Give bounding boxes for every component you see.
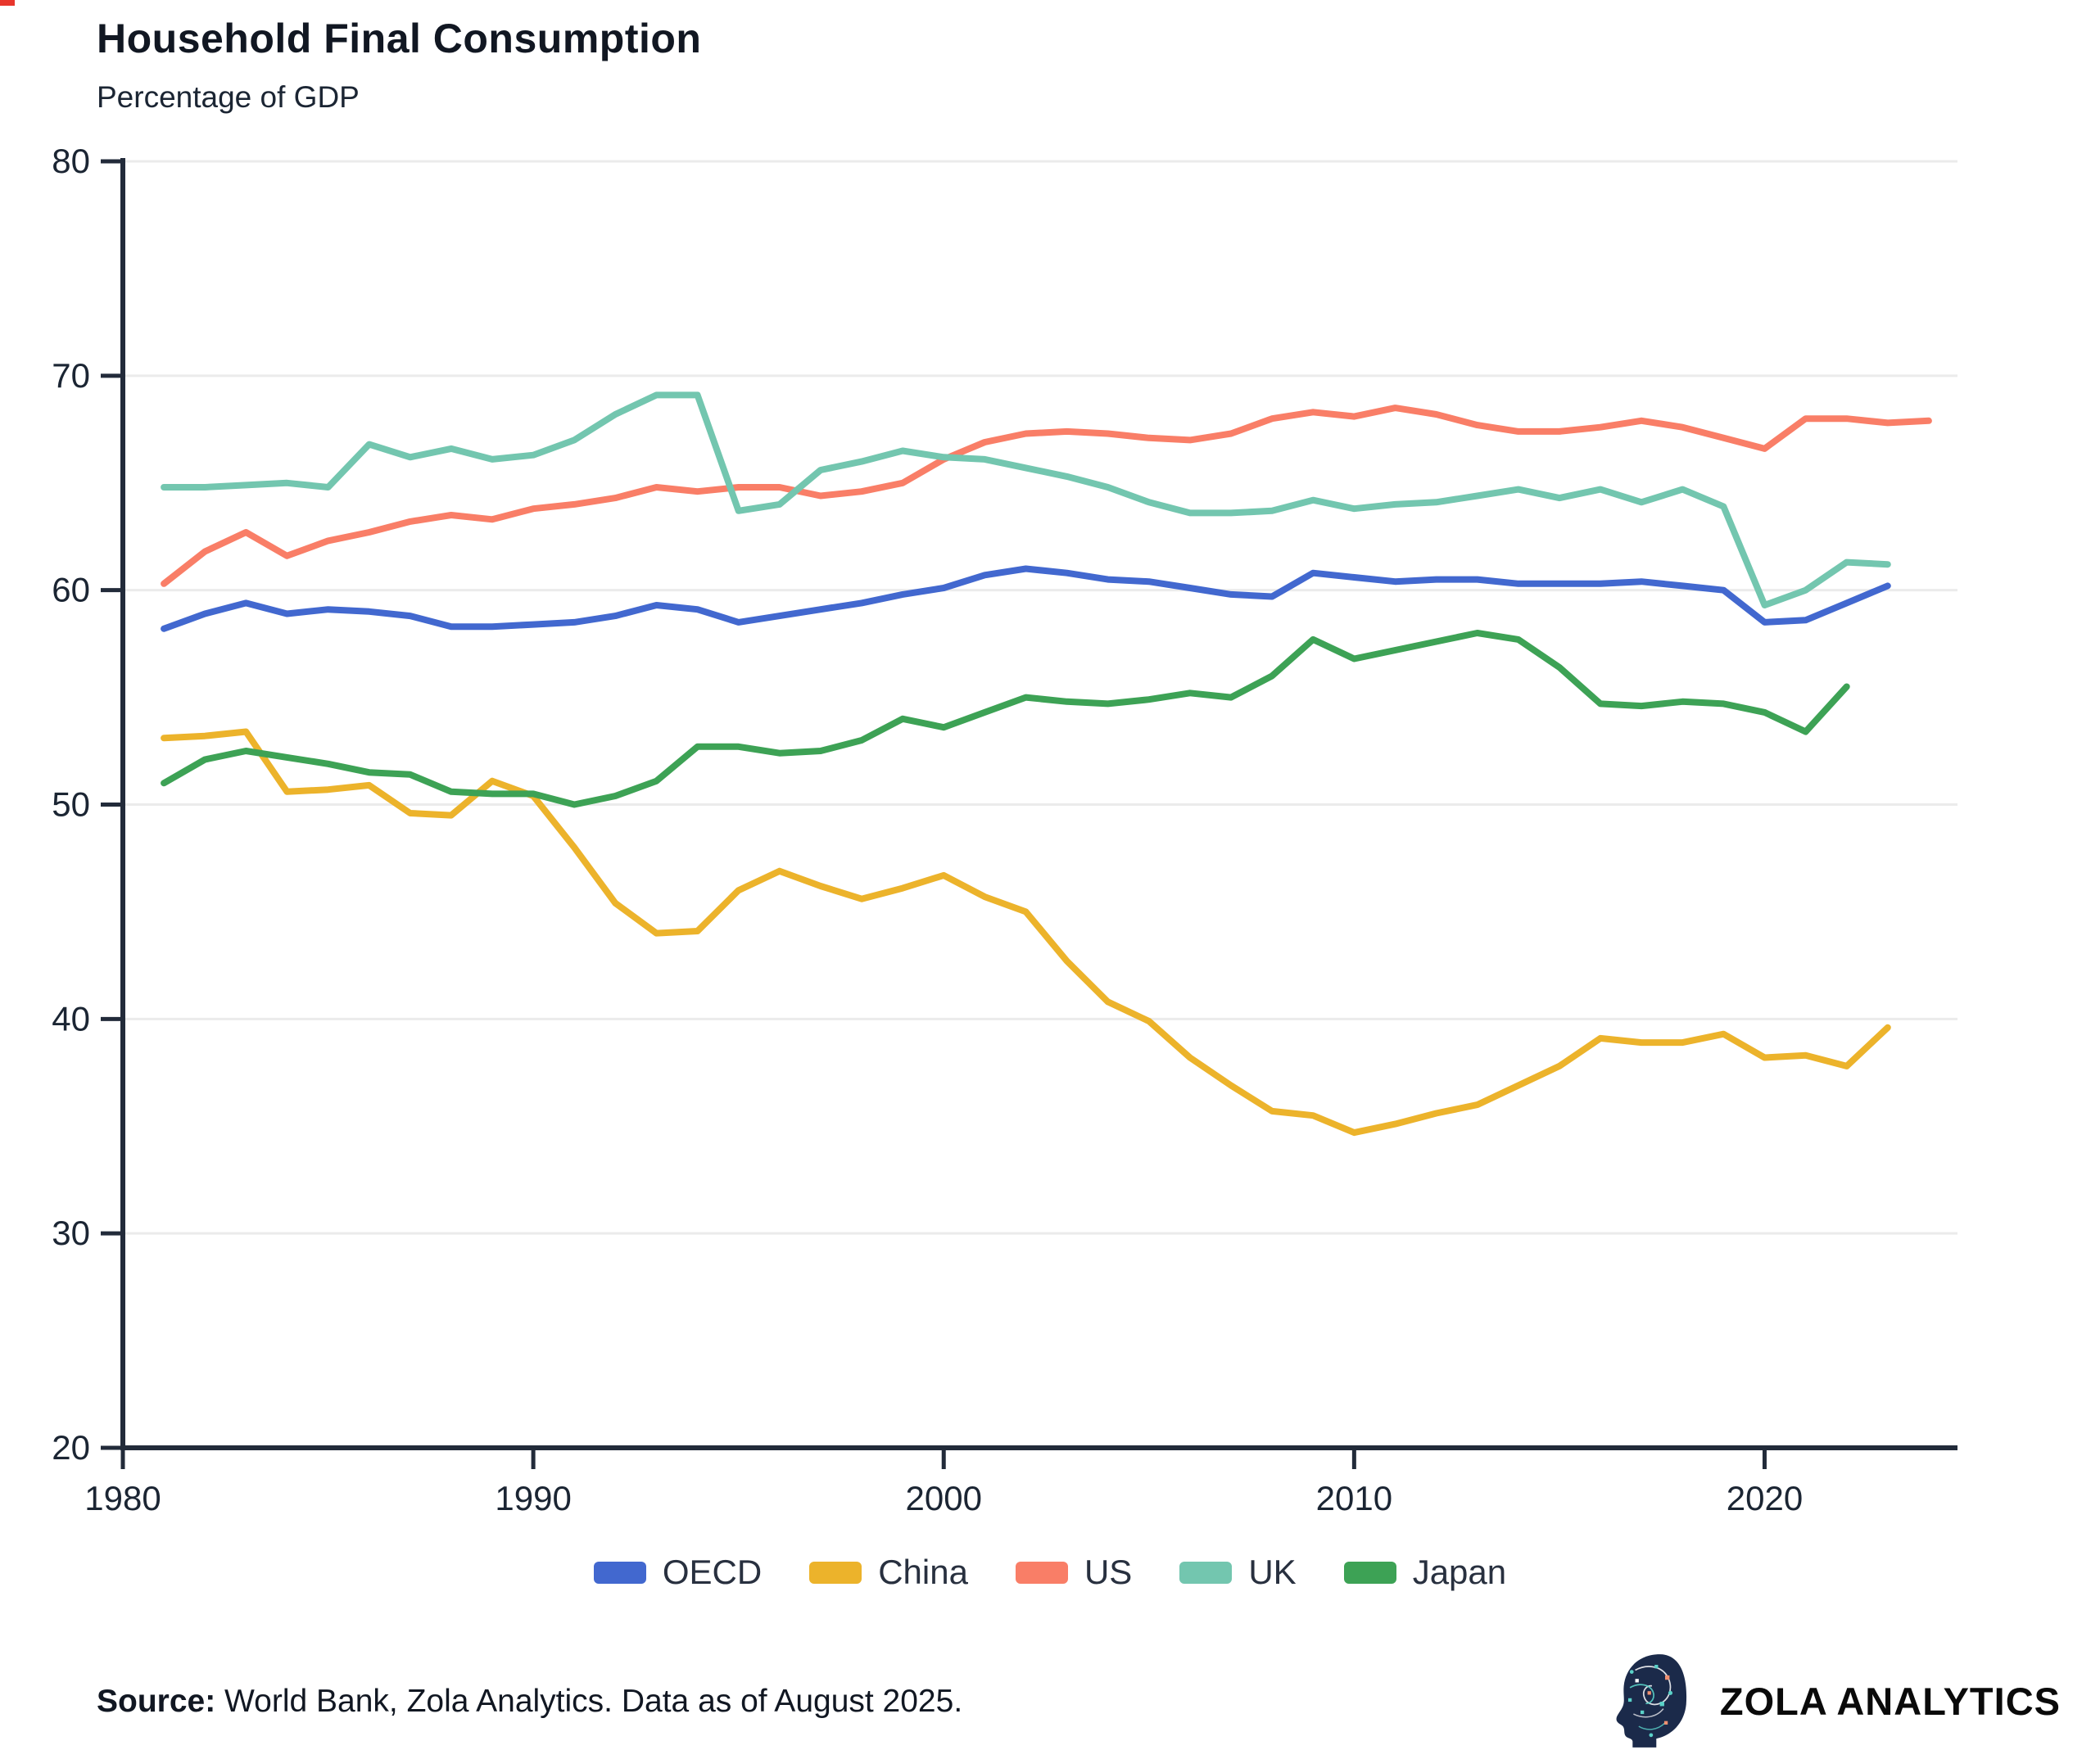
legend-item-us: US [1015,1553,1133,1592]
legend-label-japan: Japan [1412,1553,1507,1591]
source-text: World Bank, Zola Analytics. Data as of A… [215,1684,963,1719]
svg-text:2010: 2010 [1316,1479,1392,1517]
svg-text:60: 60 [52,571,90,609]
legend-label-oecd: OECD [662,1553,763,1591]
chart-title: Household Final Consumption [97,16,702,61]
svg-text:70: 70 [52,356,90,395]
legend-swatch-china [809,1561,862,1584]
svg-text:20: 20 [52,1428,90,1467]
legend-swatch-us [1015,1561,1068,1584]
chart-legend: OECD China US UK Japan [0,1553,2100,1592]
legend-item-china: China [809,1553,968,1592]
legend-label-china: China [878,1553,968,1591]
legend-item-uk: UK [1179,1553,1297,1592]
legend-label-us: US [1084,1553,1133,1591]
svg-text:1980: 1980 [84,1479,161,1517]
svg-text:50: 50 [52,785,90,824]
source-label: Source: [97,1684,216,1719]
svg-text:30: 30 [52,1214,90,1252]
zola-logo-head-icon [1616,1654,1686,1748]
chart-subtitle: Percentage of GDP [97,80,360,114]
svg-text:80: 80 [52,142,90,180]
legend-item-oecd: OECD [593,1553,763,1592]
svg-text:2000: 2000 [906,1479,982,1517]
svg-text:2020: 2020 [1727,1479,1803,1517]
chart-header: Household Final Consumption Percentage o… [97,15,701,115]
legend-swatch-oecd [593,1561,646,1584]
legend-swatch-uk [1179,1561,1233,1584]
svg-text:40: 40 [52,999,90,1038]
legend-swatch-japan [1343,1561,1396,1584]
screen-corner-artifact [0,0,15,6]
source-note: Source: World Bank, Zola Analytics. Data… [97,1684,962,1720]
svg-text:1990: 1990 [495,1479,571,1517]
brand-lockup: ZOLA ANALYTICS [1607,1653,2061,1749]
legend-label-uk: UK [1248,1553,1297,1591]
legend-item-japan: Japan [1343,1553,1507,1592]
brand-name: ZOLA ANALYTICS [1719,1679,2061,1723]
